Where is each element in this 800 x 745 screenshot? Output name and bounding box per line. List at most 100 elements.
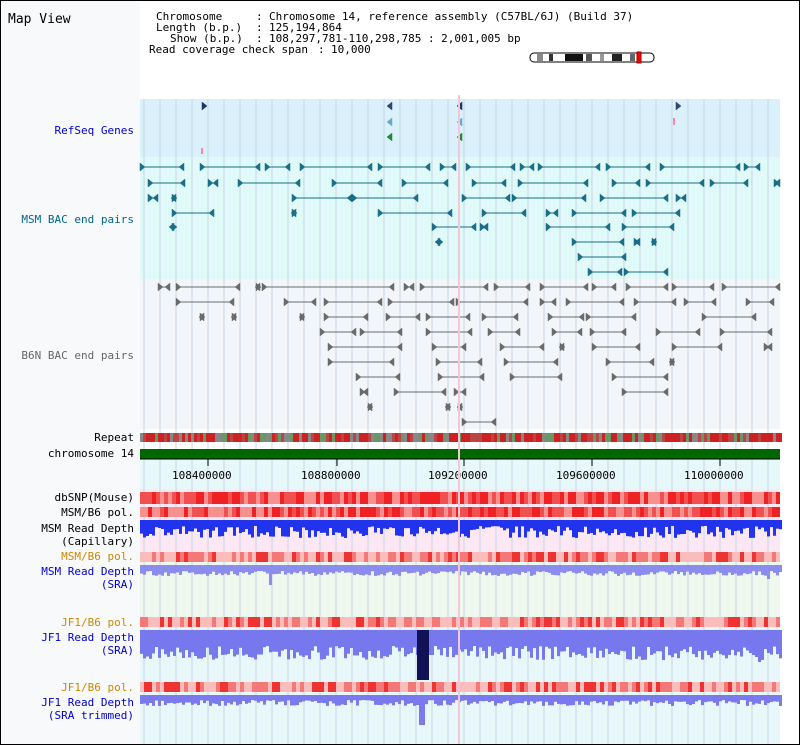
- heat-mark: [480, 552, 484, 562]
- depth-mark: [383, 565, 386, 576]
- jf1-depth-sra-track[interactable]: [140, 630, 782, 680]
- heat-mark: [208, 507, 212, 517]
- repeat-mark: [176, 433, 179, 442]
- bac-end-arrow: [565, 297, 572, 307]
- depth-mark: [590, 565, 593, 576]
- depth-mark: [386, 695, 389, 705]
- bac-end-arrow: [708, 282, 715, 292]
- heat-mark: [520, 492, 524, 504]
- refseq-genes-label[interactable]: RefSeq Genes: [55, 124, 134, 137]
- msm-pol-label[interactable]: MSM/B6 pol.: [61, 506, 134, 519]
- depth-mark: [239, 630, 242, 648]
- dbsnp-track[interactable]: [140, 492, 780, 504]
- depth-mark: [575, 520, 578, 538]
- depth-mark: [512, 565, 515, 574]
- chromosome-track-label[interactable]: chromosome 14: [48, 447, 134, 460]
- repeat-mark: [290, 433, 293, 442]
- heat-mark: [696, 682, 700, 692]
- heat-mark: [492, 507, 496, 517]
- heat-mark: [304, 507, 308, 517]
- bac-end-arrow: [152, 193, 159, 203]
- chromosome-ideogram[interactable]: [529, 51, 655, 64]
- heat-mark: [204, 492, 208, 504]
- depth-mark: [734, 630, 737, 656]
- heat-mark: [548, 492, 552, 504]
- depth-mark: [539, 695, 542, 702]
- msm-depth-sra-track[interactable]: [140, 565, 782, 585]
- b6n-bac-label[interactable]: B6N BAC end pairs: [21, 349, 134, 362]
- depth-mark: [440, 565, 443, 572]
- heat-mark: [260, 492, 264, 504]
- repeat-track[interactable]: [140, 433, 782, 442]
- repeat-mark: [227, 433, 230, 442]
- bac-end-arrow: [634, 237, 641, 247]
- heat-mark: [672, 507, 676, 517]
- heat-mark: [720, 552, 724, 562]
- msm-depth-sra-label[interactable]: MSM Read Depth: [41, 565, 134, 578]
- jf1-depth-sra-label[interactable]: JF1 Read Depth: [41, 631, 134, 644]
- jf1-pol-label-2[interactable]: JF1/B6 pol.: [61, 681, 134, 694]
- heat-mark: [604, 552, 608, 562]
- bac-end-arrow: [294, 178, 301, 188]
- depth-mark: [314, 695, 317, 701]
- bac-end-arrow: [616, 267, 623, 277]
- heat-mark: [680, 552, 684, 562]
- depth-mark: [533, 520, 536, 531]
- depth-mark: [413, 695, 416, 706]
- depth-mark: [140, 630, 143, 654]
- depth-mark: [314, 630, 317, 647]
- repeat-mark: [266, 433, 269, 442]
- depth-mark: [182, 695, 185, 705]
- heat-mark: [156, 492, 160, 504]
- repeat-mark: [257, 433, 260, 442]
- heat-mark: [484, 507, 488, 517]
- dbsnp-label[interactable]: dbSNP(Mouse): [55, 491, 134, 504]
- heat-mark: [432, 492, 436, 504]
- depth-mark: [173, 565, 176, 574]
- heat-mark: [328, 617, 332, 627]
- msm-bac-track[interactable]: [139, 162, 781, 277]
- jf1-depth-trimmed-track[interactable]: [140, 695, 782, 725]
- heat-mark: [380, 507, 384, 517]
- depth-mark: [275, 520, 278, 527]
- bac-end-arrow: [394, 372, 401, 382]
- depth-mark: [617, 565, 620, 576]
- depth-mark: [596, 520, 599, 529]
- jf1-pol-track-2[interactable]: [140, 682, 780, 692]
- depth-mark: [701, 565, 704, 576]
- heat-mark: [344, 617, 348, 627]
- depth-mark: [272, 520, 275, 537]
- heat-mark: [440, 492, 444, 504]
- repeat-mark: [170, 433, 173, 442]
- heat-mark: [488, 682, 492, 692]
- jf1-pol-label[interactable]: JF1/B6 pol.: [61, 616, 134, 629]
- msm-pol-label-2[interactable]: MSM/B6 pol.: [61, 550, 134, 563]
- jf1-pol-track[interactable]: [140, 617, 780, 627]
- depth-mark: [227, 565, 230, 575]
- bac-end-arrow: [519, 162, 526, 172]
- depth-mark: [527, 520, 530, 532]
- ideogram-position-marker: [636, 51, 642, 64]
- msm-depth-capillary-label[interactable]: MSM Read Depth: [41, 522, 134, 535]
- msm-pol-track[interactable]: [140, 507, 780, 517]
- heat-mark: [696, 507, 700, 517]
- msm-pol-track-2[interactable]: [140, 552, 780, 562]
- heat-mark: [296, 492, 300, 504]
- bac-end-arrow: [683, 297, 690, 307]
- bac-end-arrow: [359, 327, 366, 337]
- depth-mark: [722, 565, 725, 576]
- bac-end-arrow: [774, 178, 781, 188]
- repeat-mark: [314, 433, 317, 442]
- bac-end-arrow: [254, 282, 261, 292]
- gene-arrow: [386, 101, 393, 111]
- heat-mark: [476, 682, 480, 692]
- msm-bac-label[interactable]: MSM BAC end pairs: [21, 213, 134, 226]
- jf1-depth-trimmed-label[interactable]: JF1 Read Depth: [41, 696, 134, 709]
- msm-depth-capillary-track[interactable]: [140, 520, 782, 538]
- heat-mark: [176, 507, 180, 517]
- heat-mark: [432, 617, 436, 627]
- repeat-label[interactable]: Repeat: [94, 431, 134, 444]
- depth-mark: [587, 630, 590, 648]
- b6n-bac-track[interactable]: [157, 282, 781, 427]
